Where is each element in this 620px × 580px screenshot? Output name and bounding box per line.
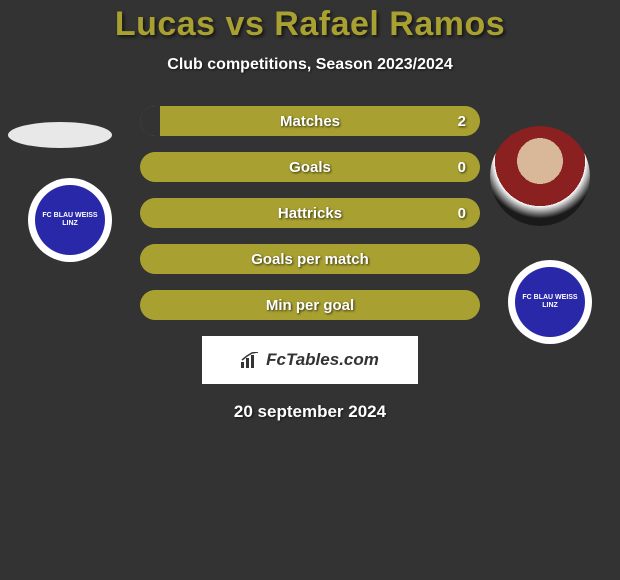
- avatar-placeholder: [490, 126, 590, 226]
- player-right-avatar: [490, 126, 590, 226]
- stat-label: Min per goal: [140, 290, 480, 320]
- player-left-club-badge: FC BLAU WEISS LINZ: [28, 178, 112, 262]
- stat-label: Matches: [140, 106, 480, 136]
- club-badge-text: FC BLAU WEISS LINZ: [35, 212, 105, 227]
- stats-container: Matches2Goals0Hattricks0Goals per matchM…: [140, 106, 480, 320]
- date-text: 20 september 2024: [0, 402, 620, 422]
- stat-label: Goals per match: [140, 244, 480, 274]
- stat-value-right: 2: [458, 106, 466, 136]
- page-subtitle: Club competitions, Season 2023/2024: [0, 56, 620, 74]
- page-title: Lucas vs Rafael Ramos: [0, 0, 620, 44]
- chart-icon: [241, 352, 261, 368]
- stat-bar: Min per goal: [140, 290, 480, 320]
- stat-value-right: 0: [458, 198, 466, 228]
- player-right-club-badge: FC BLAU WEISS LINZ: [508, 260, 592, 344]
- club-badge-inner: FC BLAU WEISS LINZ: [35, 185, 105, 255]
- watermark-text: FcTables.com: [266, 350, 379, 370]
- player-left-avatar: [8, 122, 112, 148]
- stat-label: Goals: [140, 152, 480, 182]
- club-badge-text: FC BLAU WEISS LINZ: [515, 294, 585, 309]
- stat-label: Hattricks: [140, 198, 480, 228]
- club-badge-inner: FC BLAU WEISS LINZ: [515, 267, 585, 337]
- stat-bar: Goals0: [140, 152, 480, 182]
- stat-bar: Goals per match: [140, 244, 480, 274]
- stat-bar: Hattricks0: [140, 198, 480, 228]
- stat-value-right: 0: [458, 152, 466, 182]
- watermark: FcTables.com: [202, 336, 418, 384]
- stat-bar: Matches2: [140, 106, 480, 136]
